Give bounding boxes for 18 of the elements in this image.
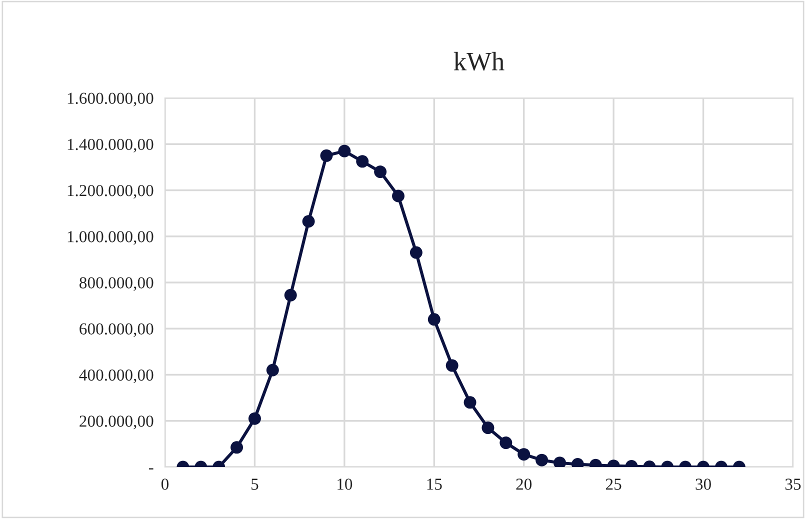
y-tick-label: - [148,468,154,470]
x-tick-label: 20 [516,478,532,490]
x-tick-label: 5 [252,478,258,490]
y-tick-label: 1.000.000,00 [68,231,154,245]
y-tick-label: 1.400.000,00 [68,138,154,152]
y-tick-label: 1.600.000,00 [68,92,154,106]
y-tick-label: 600.000,00 [80,323,154,337]
x-tick-label: 0 [161,478,169,490]
chart-title: kWh [454,52,504,71]
x-tick-label: 25 [606,478,622,490]
x-tick-label: 10 [338,478,352,490]
x-tick-label: 35 [785,478,801,490]
y-tick-label: 1.200.000,00 [68,184,154,199]
y-tick-label: 200.000,00 [80,416,154,430]
x-tick-label: 15 [427,478,442,490]
x-tick-label: 30 [696,478,711,490]
y-tick-label: 800.000,00 [80,277,154,291]
y-tick-label: 400.000,00 [79,369,154,384]
